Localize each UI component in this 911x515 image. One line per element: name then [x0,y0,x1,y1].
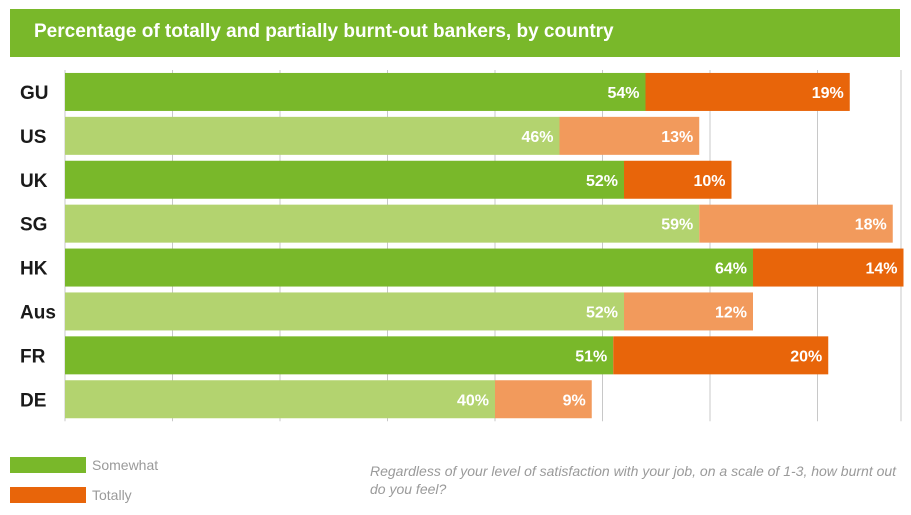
survey-question-note: Regardless of your level of satisfaction… [370,463,897,497]
bar-chart: GU 54% 19% US 46% 13% UK 52% 10% SG 59% 18% HK 64% 14%… [20,70,904,422]
category-label-de: DE [20,390,46,411]
bar-totally-uk [624,160,732,199]
bar-somewhat-gu [65,72,646,111]
data-label-totally-sg: 18% [855,217,887,234]
legend-swatch-totally [10,487,86,503]
data-label-somewhat-hk: 64% [715,261,747,278]
bar-totally-fr [613,336,829,375]
data-label-somewhat-gu: 54% [607,85,639,102]
bar-somewhat-sg [65,204,700,243]
legend-item-somewhat: Somewhat [10,455,158,475]
data-label-totally-us: 13% [661,129,693,146]
legend-label-totally: Totally [92,487,132,503]
legend-item-totally: Totally [10,485,158,505]
category-label-us: US [20,127,46,148]
bar-somewhat-fr [65,336,614,375]
legend-label-somewhat: Somewhat [92,457,159,473]
data-label-totally-uk: 10% [693,173,725,190]
bar-totally-hk [753,248,904,287]
category-label-aus: Aus [20,302,56,323]
category-label-sg: SG [20,215,47,236]
data-label-somewhat-uk: 52% [586,173,618,190]
bar-totally-gu [645,72,850,111]
bar-somewhat-uk [65,160,624,199]
chart-title-bar: Percentage of totally and partially burn… [10,9,900,57]
data-label-somewhat-us: 46% [521,129,553,146]
category-label-gu: GU [20,83,49,104]
bar-totally-sg [699,204,893,243]
data-label-totally-fr: 20% [790,348,822,365]
category-label-fr: FR [20,346,46,367]
data-label-somewhat-sg: 59% [661,217,693,234]
bar-totally-aus [624,292,753,331]
bar-somewhat-hk [65,248,753,287]
bar-totally-de [495,380,592,419]
data-label-somewhat-fr: 51% [575,348,607,365]
category-label-hk: HK [20,259,48,280]
data-label-somewhat-de: 40% [457,392,489,409]
legend-swatch-somewhat [10,457,86,473]
data-label-totally-aus: 12% [715,304,747,321]
data-label-totally-gu: 19% [812,85,844,102]
bar-somewhat-us [65,116,560,155]
data-label-totally-de: 9% [563,392,586,409]
category-label-uk: UK [20,171,48,192]
bar-totally-us [559,116,700,155]
bar-somewhat-de [65,380,495,419]
legend: Somewhat Totally [10,455,158,515]
chart-title: Percentage of totally and partially burn… [34,21,614,42]
data-label-totally-hk: 14% [865,261,897,278]
bar-somewhat-aus [65,292,624,331]
data-label-somewhat-aus: 52% [586,304,618,321]
